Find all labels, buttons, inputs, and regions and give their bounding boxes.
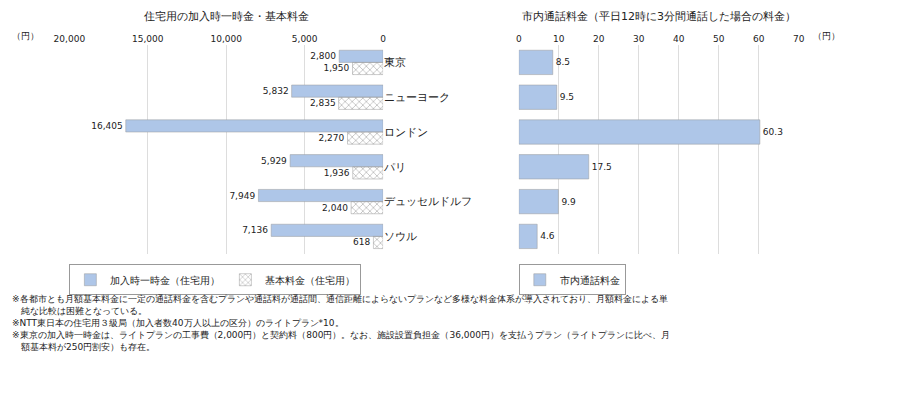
- svg-text:※各都市とも月額基本料金に一定の通話料金を含むプランや通話料: ※各都市とも月額基本料金に一定の通話料金を含むプランや通話料が通話間、通信距離に…: [12, 294, 668, 304]
- svg-text:7,136: 7,136: [242, 225, 268, 235]
- svg-text:2,835: 2,835: [310, 98, 336, 108]
- svg-text:額基本料が250円割安）も存在。: 額基本料が250円割安）も存在。: [12, 342, 155, 352]
- svg-text:4.6: 4.6: [540, 231, 555, 241]
- svg-text:5,929: 5,929: [261, 156, 287, 166]
- svg-text:デュッセルドルフ: デュッセルドルフ: [384, 195, 472, 208]
- svg-text:9.9: 9.9: [561, 197, 576, 207]
- svg-text:純な比較は困難となっている。: 純な比較は困難となっている。: [12, 306, 147, 316]
- svg-text:※東京の加入時一時金は、ライトプランの工事費（2,000円）: ※東京の加入時一時金は、ライトプランの工事費（2,000円）と契約料（800円）…: [12, 330, 670, 340]
- svg-text:基本料金（住宅用）: 基本料金（住宅用）: [265, 275, 355, 286]
- svg-text:16,405: 16,405: [91, 121, 123, 131]
- svg-text:10: 10: [553, 34, 565, 44]
- svg-text:40: 40: [673, 34, 685, 44]
- svg-text:1,936: 1,936: [324, 168, 350, 178]
- svg-text:2,800: 2,800: [310, 51, 336, 61]
- svg-text:2,040: 2,040: [322, 203, 348, 213]
- svg-text:17.5: 17.5: [592, 162, 612, 172]
- svg-text:市内通話料金: 市内通話料金: [560, 275, 620, 286]
- svg-text:5,000: 5,000: [292, 34, 318, 44]
- svg-text:パリ: パリ: [383, 161, 406, 174]
- svg-text:60.3: 60.3: [763, 127, 783, 137]
- svg-text:7,949: 7,949: [229, 191, 255, 201]
- svg-text:10,000: 10,000: [210, 34, 242, 44]
- svg-text:※NTT東日本の住宅用３級局（加入者数40万人以上の区分）の: ※NTT東日本の住宅用３級局（加入者数40万人以上の区分）のライトプラン*10。: [12, 318, 344, 328]
- svg-text:70: 70: [793, 34, 805, 44]
- svg-text:30: 30: [633, 34, 645, 44]
- svg-text:ロンドン: ロンドン: [384, 126, 428, 139]
- svg-text:（円）: （円）: [813, 31, 840, 41]
- svg-text:1,950: 1,950: [323, 63, 349, 73]
- svg-text:ニューヨーク: ニューヨーク: [384, 91, 450, 104]
- svg-text:9.5: 9.5: [560, 92, 574, 102]
- svg-text:2,270: 2,270: [318, 133, 344, 143]
- svg-text:618: 618: [353, 237, 370, 247]
- svg-text:0: 0: [516, 34, 522, 44]
- svg-text:東京: 東京: [384, 56, 406, 69]
- svg-text:20,000: 20,000: [54, 34, 86, 44]
- svg-text:加入時一時金（住宅用）: 加入時一時金（住宅用）: [110, 275, 220, 286]
- svg-text:15,000: 15,000: [132, 34, 164, 44]
- svg-text:住宅用の加入時一時金・基本料金: 住宅用の加入時一時金・基本料金: [144, 10, 309, 23]
- svg-text:ソウル: ソウル: [384, 230, 417, 243]
- svg-text:0: 0: [380, 34, 386, 44]
- svg-text:5,832: 5,832: [263, 86, 289, 96]
- svg-text:8.5: 8.5: [556, 57, 570, 67]
- svg-text:50: 50: [713, 34, 725, 44]
- svg-text:市内通話料金（平日12時に3分間通話した場合の料金）: 市内通話料金（平日12時に3分間通話した場合の料金）: [522, 10, 796, 23]
- svg-text:60: 60: [753, 34, 765, 44]
- svg-text:（円）: （円）: [12, 31, 39, 41]
- svg-text:20: 20: [593, 34, 605, 44]
